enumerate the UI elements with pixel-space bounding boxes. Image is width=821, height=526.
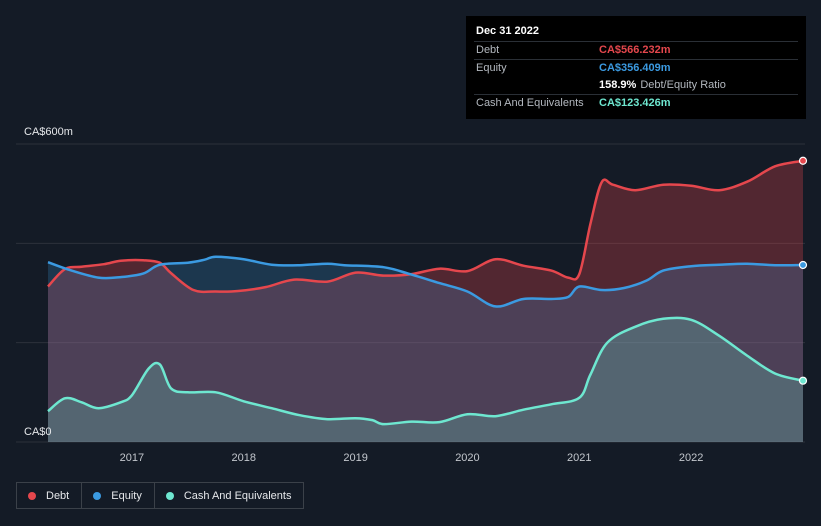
legend-dot-equity bbox=[93, 491, 102, 500]
tooltip-ratio-suffix: Debt/Equity Ratio bbox=[640, 79, 726, 91]
equity-end-marker bbox=[798, 260, 808, 270]
tooltip-row-debt: Debt CA$566.232m bbox=[474, 41, 798, 59]
tooltip-cash-value: CA$123.426m bbox=[599, 97, 671, 109]
tooltip-equity-value: CA$356.409m bbox=[599, 62, 671, 74]
legend-label-debt: Debt bbox=[46, 489, 70, 502]
chart-tooltip: Dec 31 2022 Debt CA$566.232m Equity CA$3… bbox=[466, 16, 806, 119]
tooltip-ratio-value: 158.9% bbox=[599, 79, 637, 91]
x-tick-label-2021: 2021 bbox=[567, 452, 591, 464]
x-tick-label-2020: 2020 bbox=[455, 452, 479, 464]
x-tick-label-2018: 2018 bbox=[231, 452, 255, 464]
legend-dot-cash bbox=[165, 491, 174, 500]
x-tick-label-2017: 2017 bbox=[120, 452, 144, 464]
debt-area bbox=[48, 160, 803, 443]
equity-line bbox=[47, 255, 804, 308]
cash-end-marker bbox=[798, 376, 808, 385]
legend-dot-debt bbox=[28, 491, 36, 500]
tooltip-row-equity: Equity CA$356.409m bbox=[474, 59, 798, 77]
legend-label-cash: Cash And Equivalents bbox=[183, 489, 292, 502]
tooltip-debt-label: Debt bbox=[476, 44, 500, 56]
debt-end-marker bbox=[798, 156, 808, 165]
legend-item-equity[interactable]: Equity bbox=[81, 482, 155, 509]
cash-area bbox=[48, 317, 803, 442]
tooltip-cash-label: Cash And Equivalents bbox=[476, 97, 584, 109]
tooltip-debt-value: CA$566.232m bbox=[599, 44, 671, 56]
x-tick-label-2019: 2019 bbox=[343, 452, 367, 464]
cash-line bbox=[47, 316, 804, 426]
debt-line bbox=[47, 159, 804, 294]
legend-label-equity: Equity bbox=[111, 489, 142, 502]
y-tick-label-0: CA$0 bbox=[24, 426, 52, 438]
tooltip-equity-label: Equity bbox=[476, 62, 507, 74]
tooltip-row-cash: Cash And Equivalents CA$123.426m bbox=[474, 94, 798, 112]
tooltip-ratio-label-spacer bbox=[474, 77, 599, 94]
equity-area bbox=[48, 256, 803, 442]
tooltip-row-ratio: 158.9% Debt/Equity Ratio bbox=[474, 77, 798, 94]
x-tick-label-2022: 2022 bbox=[679, 452, 703, 464]
chart-legend: Debt Equity Cash And Equivalents bbox=[16, 482, 305, 509]
y-tick-label-600: CA$600m bbox=[24, 126, 73, 138]
legend-item-debt[interactable]: Debt bbox=[16, 482, 83, 509]
legend-item-cash[interactable]: Cash And Equivalents bbox=[153, 482, 305, 509]
tooltip-date: Dec 31 2022 bbox=[476, 25, 539, 37]
